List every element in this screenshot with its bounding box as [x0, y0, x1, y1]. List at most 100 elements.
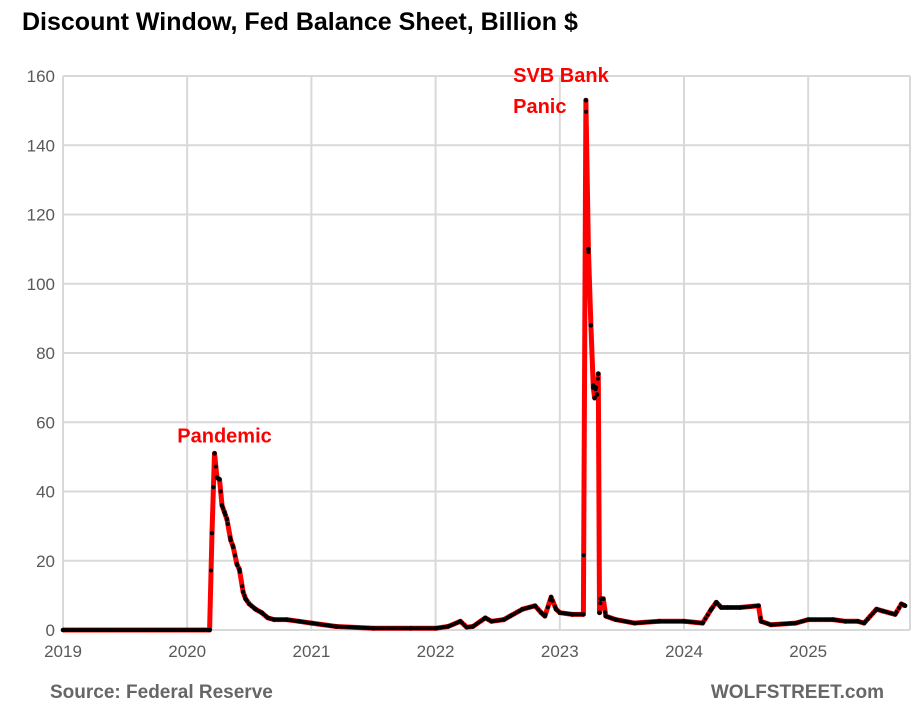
- data-point: [805, 617, 811, 622]
- data-point: [758, 615, 763, 620]
- data-point: [758, 619, 764, 624]
- data-point: [230, 544, 236, 550]
- data-point: [333, 624, 339, 629]
- x-tick-label: 2024: [665, 642, 703, 661]
- data-point: [482, 615, 488, 621]
- data-point: [284, 617, 289, 622]
- data-point: [865, 616, 870, 621]
- y-tick-label: 60: [36, 413, 55, 432]
- data-point: [211, 485, 216, 490]
- y-tick-label: 20: [36, 552, 55, 571]
- data-point: [550, 598, 555, 603]
- data-point: [234, 561, 240, 567]
- data-point: [232, 553, 237, 558]
- data-point: [265, 615, 271, 621]
- data-point: [489, 619, 494, 624]
- data-point: [222, 509, 227, 515]
- data-point: [470, 624, 476, 629]
- data-point: [596, 376, 601, 381]
- series-line: [63, 97, 907, 633]
- annotation-svb: SVB Bank: [513, 65, 609, 87]
- source-note: Source: Federal Reserve: [50, 682, 273, 703]
- data-point: [296, 619, 302, 624]
- data-point: [271, 617, 277, 622]
- data-point: [532, 603, 538, 609]
- data-point: [902, 603, 908, 609]
- y-tick-label: 100: [27, 275, 55, 294]
- data-point: [870, 611, 875, 616]
- annotation-panic: Panic: [513, 96, 566, 118]
- data-point: [756, 603, 761, 609]
- data-point: [557, 610, 563, 615]
- data-point: [768, 622, 774, 628]
- x-tick-label: 2019: [44, 642, 82, 661]
- x-tick-label: 2022: [417, 642, 455, 661]
- data-point: [240, 589, 246, 595]
- data-point: [60, 627, 66, 633]
- data-point: [247, 601, 252, 607]
- data-point: [603, 613, 609, 619]
- data-point: [656, 619, 662, 624]
- data-point: [569, 612, 575, 617]
- x-tick-label: 2023: [541, 642, 579, 661]
- data-point: [548, 594, 554, 600]
- data-point: [597, 610, 602, 615]
- data-point: [243, 596, 248, 602]
- data-point: [225, 521, 230, 526]
- chart-title: Discount Window, Fed Balance Sheet, Bill…: [22, 8, 578, 36]
- data-point: [583, 97, 589, 103]
- data-point: [718, 605, 724, 610]
- data-point: [371, 625, 376, 631]
- x-tick-label: 2020: [168, 642, 206, 661]
- data-point: [603, 610, 608, 615]
- data-point: [545, 605, 550, 610]
- data-point: [581, 553, 586, 558]
- y-tick-label: 80: [36, 344, 55, 363]
- data-point: [632, 620, 637, 626]
- y-tick-label: 140: [27, 136, 55, 155]
- data-point: [793, 620, 799, 626]
- data-point: [613, 617, 618, 622]
- data-point: [581, 612, 586, 617]
- data-point: [212, 451, 217, 456]
- data-point: [240, 584, 245, 589]
- data-point: [584, 109, 589, 114]
- data-point: [224, 516, 230, 522]
- data-point: [219, 503, 225, 508]
- data-point: [596, 371, 601, 377]
- data-point: [464, 624, 469, 630]
- data-point: [855, 619, 861, 624]
- data-point: [830, 617, 836, 622]
- y-tick-label: 0: [46, 621, 55, 640]
- data-point: [408, 625, 414, 631]
- data-point: [542, 613, 548, 619]
- data-point: [309, 620, 314, 626]
- data-point: [228, 537, 233, 543]
- data-point: [507, 613, 513, 619]
- data-point: [207, 627, 212, 633]
- data-point: [600, 596, 606, 602]
- data-point: [592, 395, 597, 401]
- data-point: [725, 605, 730, 610]
- data-point: [892, 612, 898, 617]
- data-point: [874, 606, 879, 612]
- data-point: [445, 624, 451, 629]
- data-point: [896, 606, 901, 611]
- data-point: [880, 608, 886, 614]
- data-point: [237, 567, 242, 572]
- data-point: [213, 464, 218, 469]
- data-point: [868, 614, 873, 619]
- data-point: [899, 601, 904, 607]
- data-point: [843, 619, 848, 624]
- annotation-pandemic: Pandemic: [177, 425, 271, 447]
- x-tick-label: 2025: [789, 642, 827, 661]
- data-point: [709, 606, 714, 612]
- y-tick-label: 120: [27, 206, 55, 225]
- data-point: [520, 606, 525, 612]
- data-point: [713, 600, 719, 605]
- data-point: [209, 530, 215, 536]
- data-point: [259, 610, 265, 615]
- y-tick-label: 40: [36, 483, 55, 502]
- data-point: [218, 489, 223, 494]
